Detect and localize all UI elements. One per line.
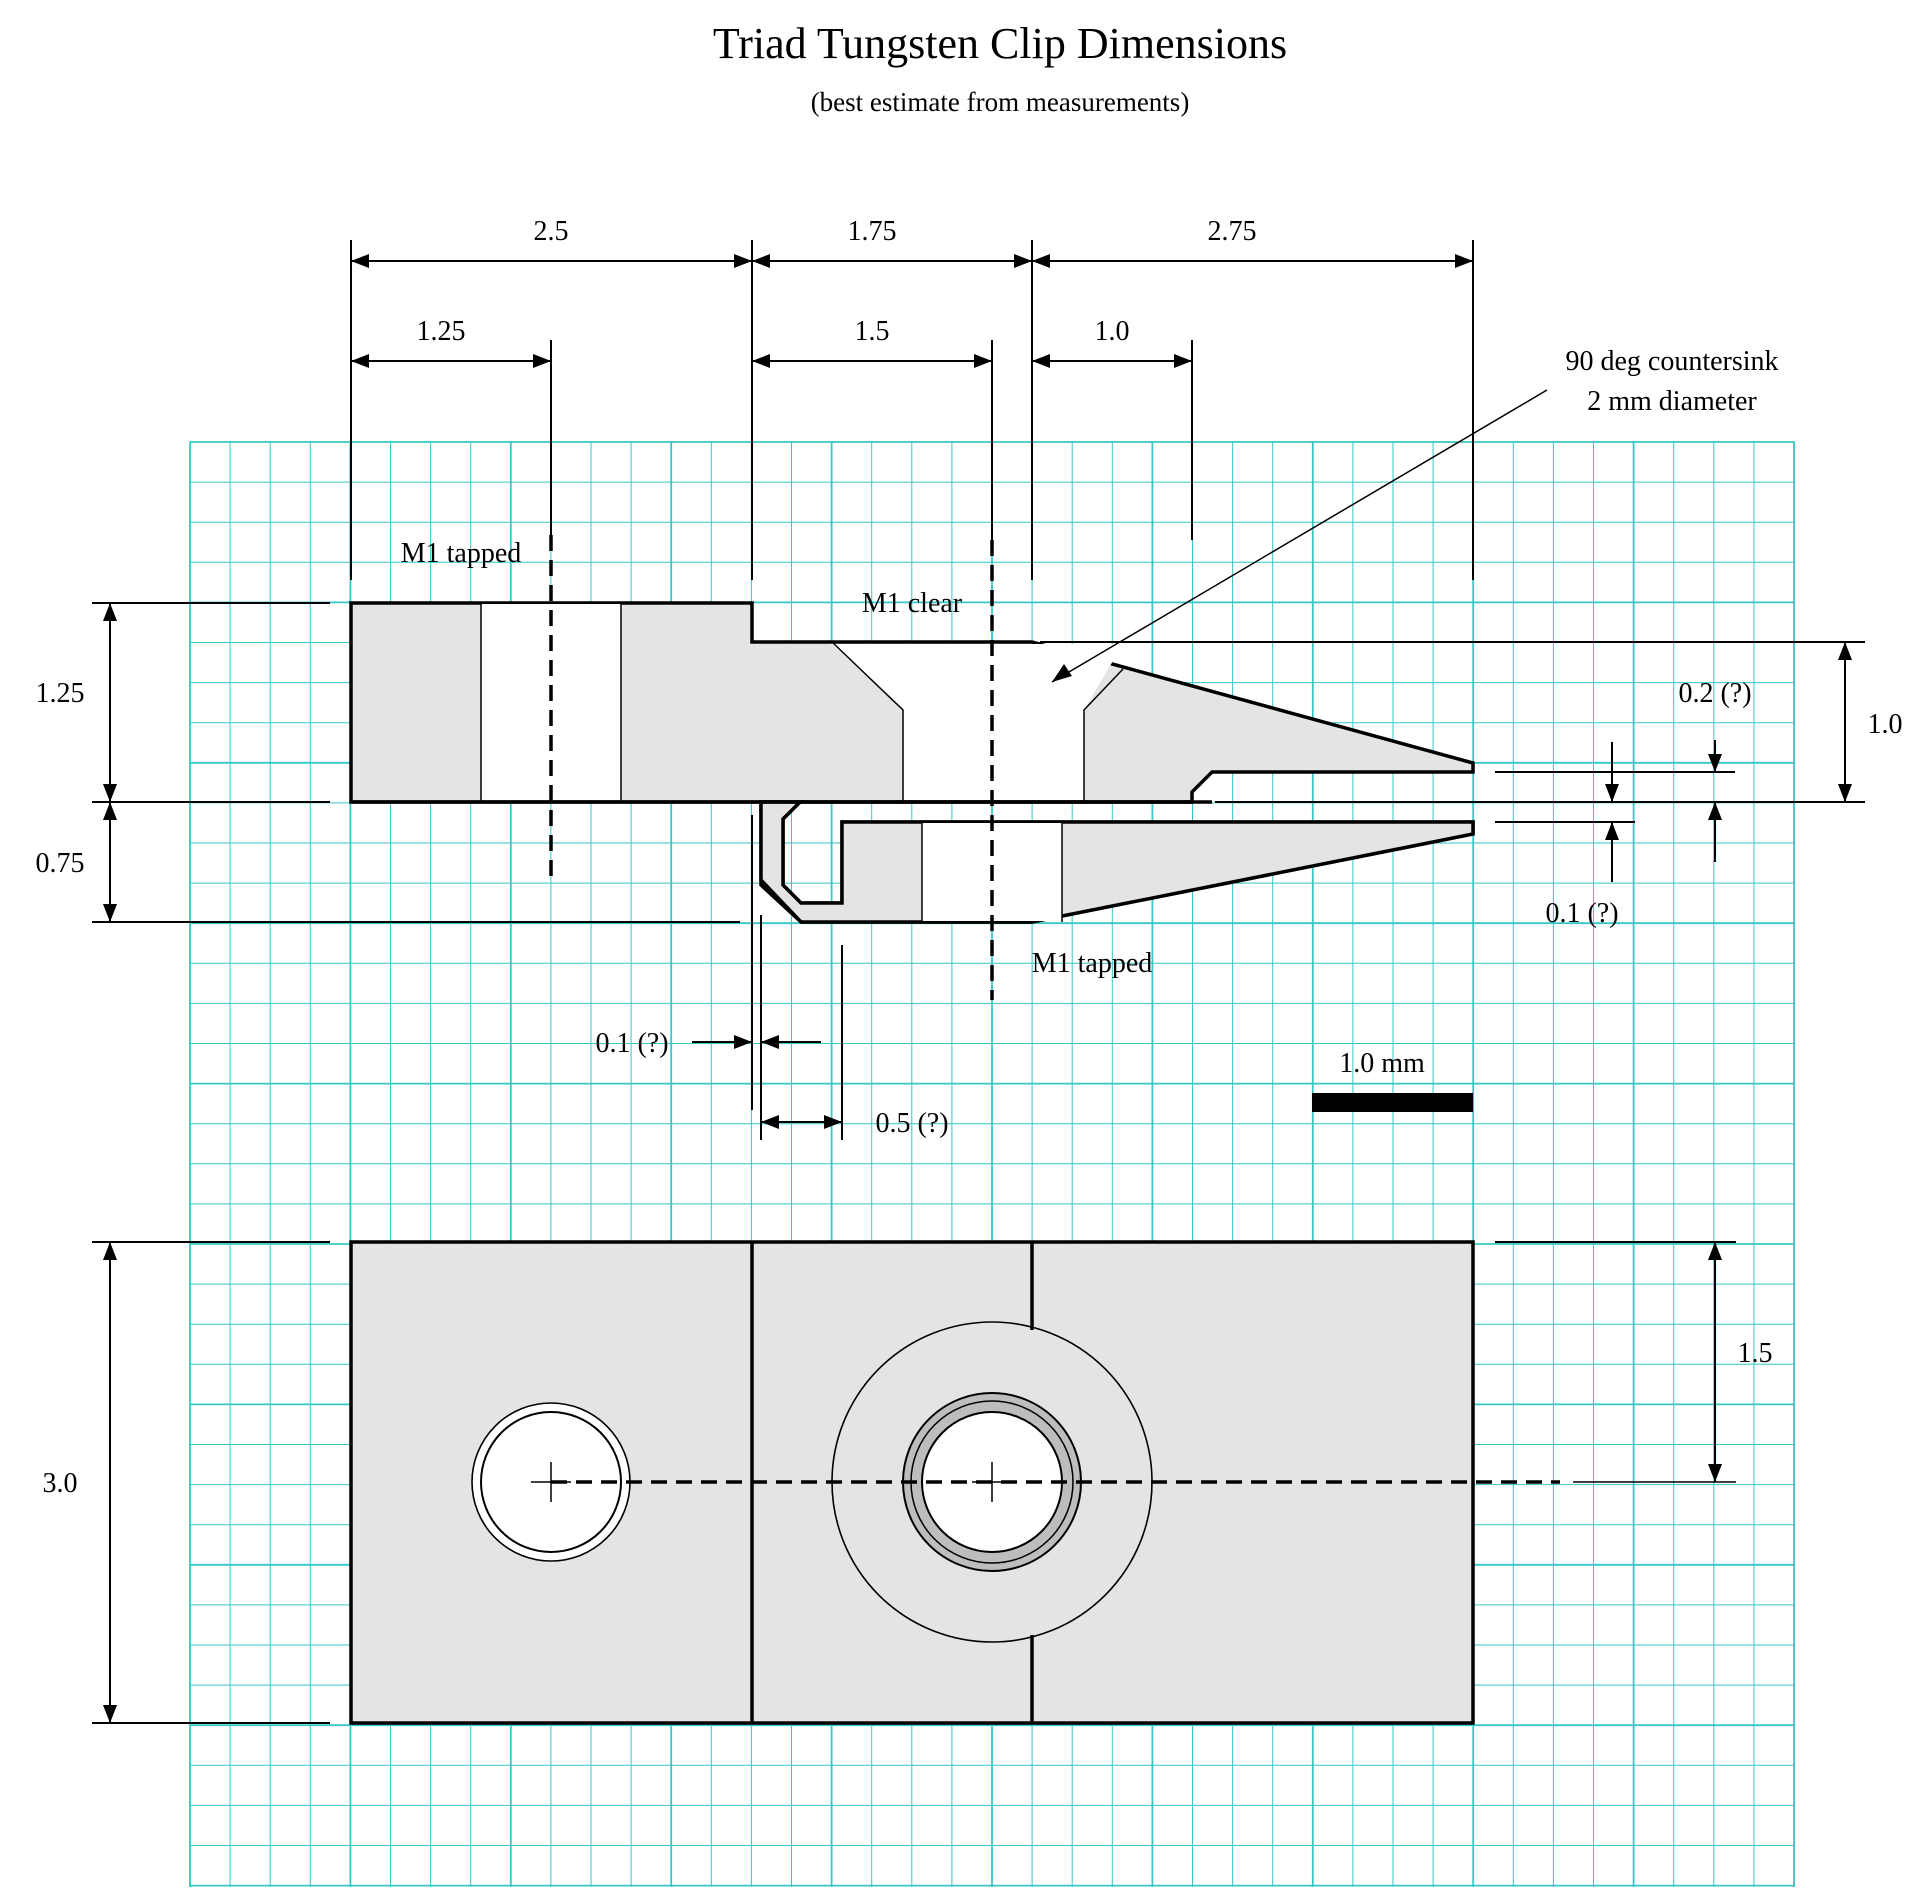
arrowhead xyxy=(1605,784,1619,802)
arrowhead xyxy=(1708,1464,1722,1482)
arrowhead xyxy=(974,354,992,368)
arrowhead xyxy=(1708,754,1722,772)
arrowhead xyxy=(1708,1242,1722,1260)
lower-jaw-body xyxy=(759,800,1475,924)
scale-bar-label: 1.0 mm xyxy=(1339,1048,1425,1079)
arrowhead xyxy=(824,1115,842,1129)
arrowhead xyxy=(103,603,117,621)
arrowhead xyxy=(103,802,117,820)
arrowhead xyxy=(103,784,117,802)
arrowhead xyxy=(752,254,770,268)
page-title: Triad Tungsten Clip Dimensions xyxy=(713,19,1287,68)
note-m1-clear: M1 clear xyxy=(862,588,963,619)
dimension-labels: 2.5 1.75 2.75 1.25 1.5 1.0 1.25 0.75 1.0… xyxy=(36,216,1903,1499)
note-m1-tapped-upper: M1 tapped xyxy=(401,538,522,569)
arrowhead xyxy=(1032,354,1050,368)
side-view xyxy=(349,535,1475,1000)
arrowhead xyxy=(103,1705,117,1723)
scale-bar xyxy=(1312,1093,1473,1112)
dim-countersink-offset: 1.0 xyxy=(1095,316,1130,347)
arrowhead xyxy=(734,254,752,268)
dim-total-middle: 1.75 xyxy=(848,216,897,247)
note-countersink-line2: 2 mm diameter xyxy=(1587,386,1757,417)
dim-slot-width: 0.5 (?) xyxy=(875,1108,948,1139)
dimension-lines xyxy=(92,240,1865,1724)
arrowhead xyxy=(761,1115,779,1129)
dim-plan-half-height: 1.5 xyxy=(1738,1338,1773,1369)
arrowhead xyxy=(1032,254,1050,268)
page-subtitle: (best estimate from measurements) xyxy=(811,87,1190,117)
dim-hole-middle: 1.5 xyxy=(855,316,890,347)
dim-total-left: 2.5 xyxy=(534,216,569,247)
dim-right-height: 1.0 xyxy=(1868,709,1903,740)
dim-lower-height: 0.75 xyxy=(36,848,85,879)
arrowhead xyxy=(734,1035,752,1049)
dim-plan-height: 3.0 xyxy=(43,1468,78,1499)
dim-hole-left: 1.25 xyxy=(417,316,466,347)
countersink-hole xyxy=(832,644,1123,800)
arrowhead xyxy=(103,1242,117,1260)
arrowhead xyxy=(1014,254,1032,268)
arrowhead xyxy=(533,354,551,368)
arrowhead xyxy=(351,354,369,368)
note-m1-tapped-lower: M1 tapped xyxy=(1032,948,1153,979)
plan-view xyxy=(349,1240,1736,1725)
arrowhead xyxy=(1455,254,1473,268)
arrowhead xyxy=(752,354,770,368)
arrowhead xyxy=(1838,642,1852,660)
arrowhead xyxy=(1838,784,1852,802)
dim-top-gap: 0.2 (?) xyxy=(1678,678,1751,709)
dim-slot-gap: 0.1 (?) xyxy=(595,1028,668,1059)
note-countersink-line1: 90 deg countersink xyxy=(1565,346,1778,377)
arrowhead xyxy=(1174,354,1192,368)
dim-total-right: 2.75 xyxy=(1208,216,1257,247)
dim-bottom-gap: 0.1 (?) xyxy=(1545,898,1618,929)
arrowhead xyxy=(103,904,117,922)
arrowhead xyxy=(761,1035,779,1049)
dim-upper-height: 1.25 xyxy=(36,678,85,709)
arrowhead xyxy=(1708,802,1722,820)
arrowhead xyxy=(351,254,369,268)
leader-arrowhead xyxy=(1052,664,1072,682)
arrowhead xyxy=(1605,822,1619,840)
